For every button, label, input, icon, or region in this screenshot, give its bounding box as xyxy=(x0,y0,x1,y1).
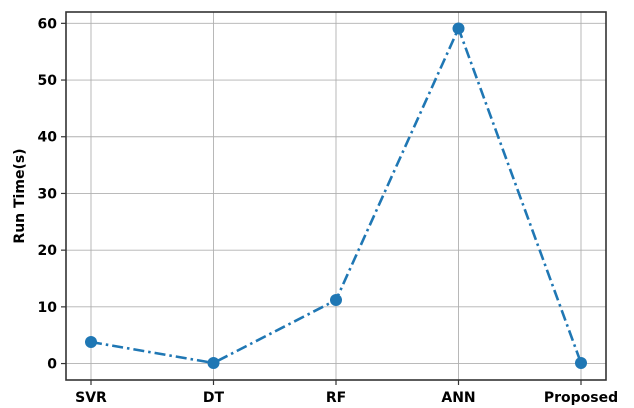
y-tick-label: 20 xyxy=(38,243,58,259)
grid-lines xyxy=(66,12,606,380)
x-tick-label-svr: SVR xyxy=(75,390,107,406)
x-tick-label-ann: ANN xyxy=(441,390,475,406)
y-tick-label: 50 xyxy=(38,73,58,89)
y-tick-label: 10 xyxy=(38,300,58,316)
y-axis-title: Run Time(s) xyxy=(12,148,28,243)
series-layer xyxy=(85,22,587,369)
x-axis-ticks: SVR DT RF ANN Proposed xyxy=(75,380,618,406)
data-point-rf xyxy=(330,294,342,307)
x-tick-label-proposed: Proposed xyxy=(544,390,618,406)
y-tick-label: 0 xyxy=(47,357,57,373)
x-tick-label-rf: RF xyxy=(326,390,346,406)
data-point-proposed xyxy=(575,356,587,369)
data-point-dt xyxy=(207,356,220,369)
y-axis-ticks: 0 10 20 30 40 50 60 xyxy=(38,16,66,373)
x-tick-label-dt: DT xyxy=(203,390,225,406)
y-tick-label: 30 xyxy=(38,186,58,202)
data-point-ann xyxy=(452,22,465,35)
plot-frame xyxy=(65,11,607,381)
y-tick-label: 40 xyxy=(38,130,58,146)
y-tick-label: 60 xyxy=(38,16,58,32)
data-point-svr xyxy=(85,336,97,349)
